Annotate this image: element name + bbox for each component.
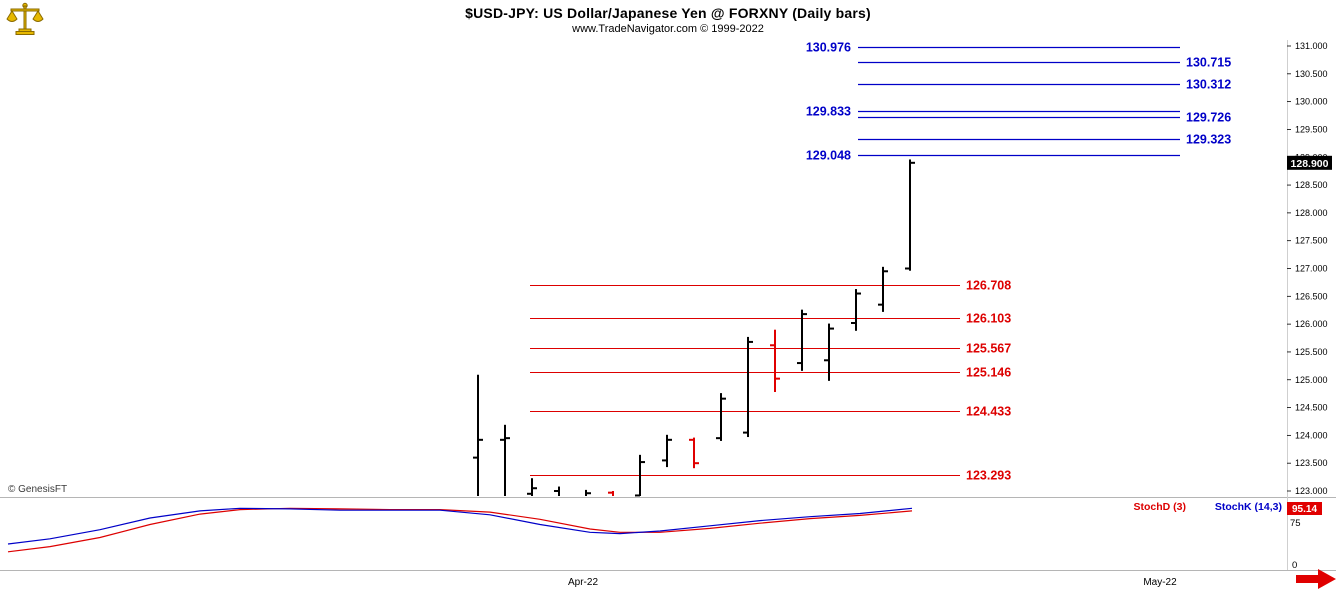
last-price-value: 128.900 xyxy=(1291,158,1329,170)
last-price-badge xyxy=(1287,155,1332,170)
price-tick-label: 129.500 xyxy=(1295,124,1328,134)
resistance-line-label: 129.726 xyxy=(1186,111,1231,125)
resistance-line-label: 130.312 xyxy=(1186,78,1231,92)
support-line-label: 126.708 xyxy=(966,279,1011,293)
price-tick-label: 123.000 xyxy=(1295,486,1328,496)
scroll-right-arrow[interactable] xyxy=(1296,569,1336,589)
support-line-label: 126.103 xyxy=(966,312,1011,326)
stochd-line xyxy=(7,507,913,553)
price-tick-label: 124.000 xyxy=(1295,430,1328,440)
date-label: Apr-22 xyxy=(568,577,598,588)
price-tick-label: 128.500 xyxy=(1295,180,1328,190)
price-tick-label: 127.000 xyxy=(1295,264,1328,274)
support-line-label: 125.567 xyxy=(966,342,1011,356)
price-tick-label: 123.500 xyxy=(1295,458,1328,468)
resistance-line-label: 130.715 xyxy=(1186,56,1231,70)
resistance-line-label: 129.048 xyxy=(806,149,851,163)
stoch-last-value: 95.14 xyxy=(1292,504,1317,515)
price-tick-label: 124.500 xyxy=(1295,403,1328,413)
price-tick-label: 127.500 xyxy=(1295,236,1328,246)
support-line-label: 123.293 xyxy=(966,469,1011,483)
stoch-zero-label: 0 xyxy=(1292,560,1297,571)
price-tick-label: 130.500 xyxy=(1295,69,1328,79)
price-tick-label: 131.000 xyxy=(1295,41,1328,51)
price-tick-label: 128.000 xyxy=(1295,208,1328,218)
stoch-value-badge xyxy=(1287,502,1322,515)
price-tick-label: 125.500 xyxy=(1295,347,1328,357)
price-tick-label: 130.000 xyxy=(1295,97,1328,107)
resistance-line-label: 130.976 xyxy=(806,41,851,55)
genesisft-watermark: © GenesisFT xyxy=(8,484,67,495)
price-tick-label: 126.500 xyxy=(1295,291,1328,301)
resistance-line-label: 129.833 xyxy=(806,105,851,119)
price-tick-label: 125.000 xyxy=(1295,375,1328,385)
date-label: May-22 xyxy=(1143,577,1177,588)
price-tick-label: 126.000 xyxy=(1295,319,1328,329)
stochd-legend-label: StochD (3) xyxy=(1134,501,1187,513)
stoch-threshold-label: 75 xyxy=(1290,518,1301,529)
support-line-label: 125.146 xyxy=(966,366,1011,380)
stochk-legend-label: StochK (14,3) xyxy=(1215,501,1282,513)
stochk-line xyxy=(7,507,913,545)
support-line-label: 124.433 xyxy=(966,405,1011,419)
resistance-line-label: 129.323 xyxy=(1186,133,1231,147)
